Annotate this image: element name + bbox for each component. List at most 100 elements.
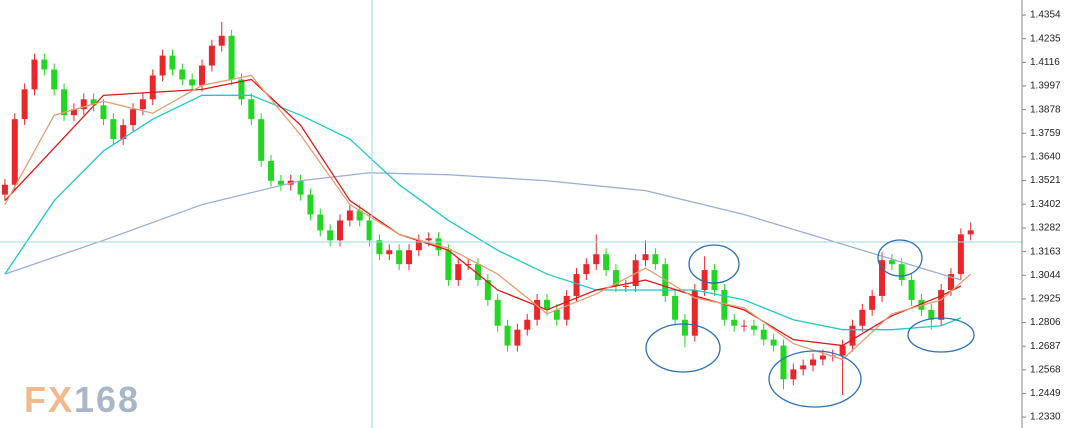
candle-body [652, 254, 659, 265]
candle-body [139, 99, 146, 110]
candle-body [268, 160, 275, 181]
candle-body [415, 240, 422, 251]
y-tick-label: 1.2449 [1030, 388, 1061, 399]
candle-body [593, 254, 600, 265]
annotations [645, 239, 975, 408]
y-tick-label: 1.2806 [1030, 317, 1061, 328]
y-tick-label: 1.2687 [1030, 341, 1061, 352]
candle-body [928, 309, 935, 320]
candle-body [672, 295, 679, 320]
annotation-ellipse [645, 323, 721, 373]
candle-body [731, 319, 738, 326]
candle-body [356, 210, 363, 221]
watermark-fx: FX [24, 379, 74, 420]
candle-body [839, 345, 846, 356]
moving-average-line [4, 94, 962, 331]
candle-body [967, 230, 974, 235]
candle-body [258, 119, 265, 161]
y-tick-label: 1.3878 [1030, 104, 1061, 115]
candle-body [573, 274, 580, 296]
plot-area [1, 21, 974, 396]
y-tick-label: 1.4116 [1030, 57, 1060, 68]
candle-body [553, 309, 560, 320]
candle-body [504, 325, 511, 346]
candle-body [149, 75, 156, 100]
candle-body [455, 264, 462, 281]
watermark-168: 168 [74, 379, 140, 420]
candle-body [780, 345, 787, 380]
annotation-ellipse [688, 244, 740, 284]
candle-body [120, 125, 127, 140]
candle-body [869, 295, 876, 310]
candle-body [1, 184, 8, 195]
candle-body [277, 180, 284, 185]
candle-body [908, 280, 915, 300]
candle-body [514, 329, 521, 346]
y-tick-label: 1.3997 [1030, 81, 1061, 92]
candle-body [583, 264, 590, 275]
candle-body [169, 55, 176, 70]
candle-body [957, 234, 964, 275]
candle-body [396, 250, 403, 265]
candle-body [11, 119, 18, 185]
candle-body [859, 309, 866, 326]
y-tick-label: 1.3402 [1030, 199, 1061, 210]
candle-body [218, 35, 225, 46]
candle-body [189, 79, 196, 86]
candle-body [159, 55, 166, 76]
y-tick-label: 1.3044 [1030, 270, 1061, 281]
moving-average-line [4, 74, 972, 361]
annotation-ellipse [768, 350, 862, 408]
candle-body [41, 59, 48, 70]
candle-body [534, 299, 541, 320]
candle-body [61, 89, 68, 116]
watermark: FX168 [24, 379, 140, 420]
candle-body [297, 180, 304, 195]
candle-body [465, 264, 472, 266]
annotation-ellipse [877, 239, 923, 277]
candle-body [208, 45, 215, 66]
moving-average-line [4, 78, 962, 347]
candle-body [474, 264, 481, 281]
candle-body [879, 260, 886, 296]
y-tick-label: 1.3640 [1030, 152, 1061, 163]
candle-body [711, 270, 718, 290]
candle-body [681, 319, 688, 336]
candle-body [327, 230, 334, 241]
y-tick-label: 1.2330 [1030, 412, 1061, 423]
y-tick-label: 1.4354 [1030, 10, 1061, 21]
candle-body [524, 319, 531, 330]
candle-body [790, 369, 797, 380]
candle-body [51, 69, 58, 90]
candle-body [90, 99, 97, 106]
candle-body [248, 99, 255, 120]
candle-body [938, 289, 945, 320]
candle-body [317, 214, 324, 231]
y-tick-label: 1.3282 [1030, 223, 1061, 234]
candle-body [21, 89, 28, 120]
candle-body [376, 240, 383, 255]
y-tick-label: 1.2568 [1030, 364, 1061, 375]
candle-body [228, 35, 235, 80]
candle-body [760, 329, 767, 340]
y-tick-label: 1.3163 [1030, 246, 1061, 257]
candle-body [445, 250, 452, 281]
moving-average-line [4, 172, 962, 281]
candle-body [346, 210, 353, 221]
candle-body [307, 194, 314, 215]
candle-body [238, 79, 245, 100]
candle-body [386, 250, 393, 255]
annotation-ellipse [907, 317, 975, 353]
candle-body [642, 254, 649, 261]
candle-body [405, 250, 412, 265]
candle-body [741, 325, 748, 327]
candle-body [888, 260, 895, 265]
candle-body [750, 325, 757, 330]
candle-body [484, 280, 491, 300]
candle-body [179, 69, 186, 80]
candle-body [701, 270, 708, 290]
candle-body [110, 119, 117, 140]
candle-body [435, 238, 442, 251]
